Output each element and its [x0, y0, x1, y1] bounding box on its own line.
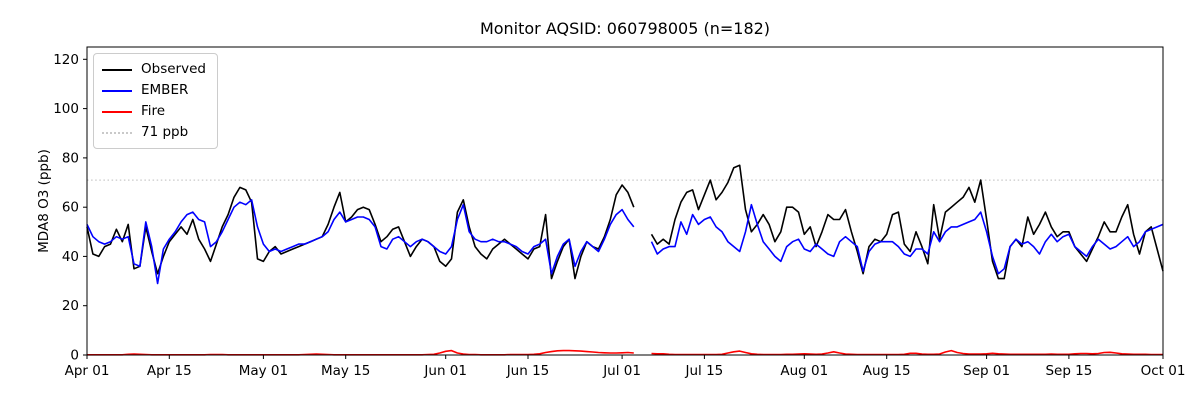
legend-item-fire: Fire	[102, 101, 206, 122]
y-tick-label: 20	[62, 298, 79, 314]
legend-item-ember: EMBER	[102, 80, 206, 101]
chart-title: Monitor AQSID: 060798005 (n=182)	[479, 19, 771, 38]
legend-item-threshold: 71 ppb	[102, 122, 206, 143]
legend-label-observed: Observed	[141, 61, 206, 77]
y-tick-label: 80	[62, 150, 79, 166]
observed-line	[86, 184, 635, 280]
observed-line-swatch	[102, 68, 132, 71]
x-tick-label: Jul 01	[602, 363, 641, 379]
x-tick-label: Sep 01	[963, 363, 1010, 379]
ember-line	[86, 199, 635, 285]
y-tick-label: 40	[62, 249, 79, 265]
threshold-line-swatch	[102, 131, 132, 134]
fire-line	[87, 349, 634, 356]
y-tick-label: 100	[53, 101, 79, 117]
x-tick-label: Apr 01	[65, 363, 110, 379]
legend: Observed EMBER Fire 71 ppb	[93, 53, 218, 149]
y-tick-label: 0	[70, 348, 79, 364]
x-tick-label: Jun 15	[506, 363, 550, 379]
x-tick-label: May 15	[321, 363, 370, 379]
x-tick-label: May 01	[239, 363, 288, 379]
x-tick-label: Aug 01	[780, 363, 828, 379]
axes-box	[86, 46, 1164, 356]
x-tick-label: Aug 15	[863, 363, 911, 379]
legend-label-threshold: 71 ppb	[141, 124, 189, 140]
x-tick-label: Jun 01	[423, 363, 467, 379]
y-tick-label: 120	[53, 52, 79, 68]
ember-line-swatch	[102, 89, 132, 92]
fire-line	[651, 349, 1163, 356]
x-tick-label: Apr 15	[147, 363, 192, 379]
observed-line	[650, 164, 1164, 280]
fire-line-swatch	[102, 110, 132, 113]
ember-line	[650, 203, 1164, 275]
legend-label-fire: Fire	[141, 103, 166, 119]
x-tick-label: Jul 15	[685, 363, 724, 379]
x-tick-label: Oct 01	[1141, 363, 1186, 379]
x-tick-label: Sep 15	[1045, 363, 1092, 379]
legend-item-observed: Observed	[102, 59, 206, 80]
y-tick-label: 60	[62, 200, 79, 216]
legend-label-ember: EMBER	[141, 82, 189, 98]
